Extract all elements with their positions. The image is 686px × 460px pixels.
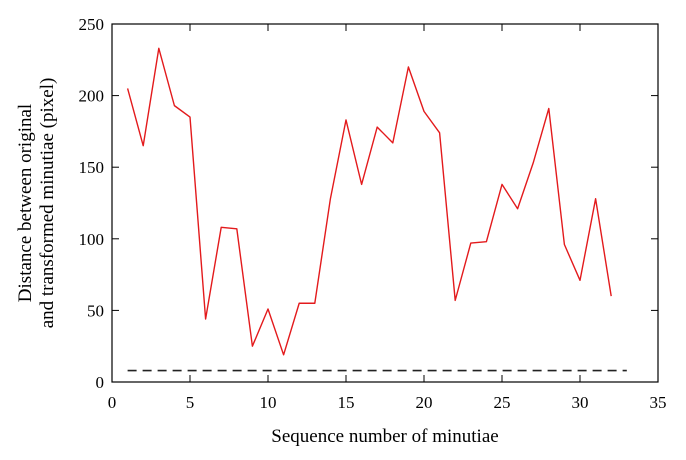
distance-series-line (126, 47, 612, 356)
y-tick-label: 50 (87, 301, 104, 320)
y-axis-label-line-2: and transformed minutiae (pixel) (37, 78, 58, 329)
x-tick-label: 30 (572, 393, 589, 412)
x-tick-label: 10 (260, 393, 277, 412)
series-layer (126, 47, 627, 372)
x-tick-label: 15 (338, 393, 355, 412)
x-tick-label: 5 (186, 393, 195, 412)
x-tick-label: 25 (494, 393, 511, 412)
axis-ticks: 0 5 10 15 20 25 30 35 0 50 100 150 200 250 (79, 15, 667, 412)
x-tick-label: 35 (650, 393, 667, 412)
y-tick-label: 200 (79, 87, 105, 106)
y-axis-label: Distance between original and transforme… (15, 78, 58, 329)
x-tick-label: 20 (416, 393, 433, 412)
y-axis-label-line-1: Distance between original (15, 104, 36, 302)
y-tick-label: 100 (79, 230, 105, 249)
x-tick-label: 0 (108, 393, 117, 412)
y-tick-label: 150 (79, 158, 105, 177)
x-axis-label: Sequence number of minutiae (271, 426, 498, 447)
plot-frame (111, 23, 659, 383)
y-tick-label: 0 (96, 373, 105, 392)
y-tick-label: 250 (79, 15, 105, 34)
